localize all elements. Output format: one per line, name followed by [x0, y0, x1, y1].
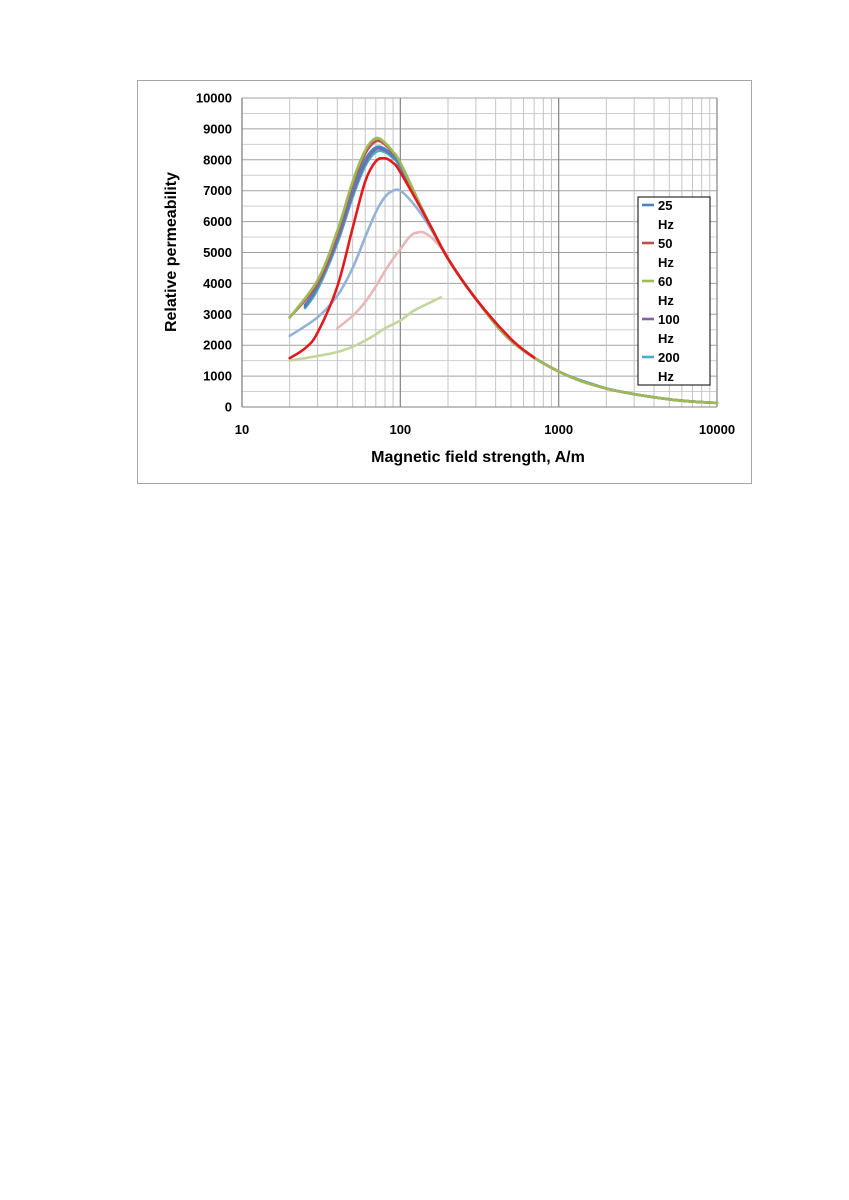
y-tick-label: 2000 [203, 338, 232, 353]
y-tick-label: 8000 [203, 152, 232, 167]
legend-entry-unit: Hz [658, 369, 674, 384]
y-tick-label: 0 [225, 400, 232, 415]
y-axis-label: Relative permeability [163, 172, 180, 332]
y-tick-label: 9000 [203, 121, 232, 136]
series-line-5 [288, 156, 536, 360]
series-line-2 [288, 136, 719, 405]
tick-labels: 0 1000 2000 3000 4000 5000 6000 7000 8000 9000 100… [196, 91, 735, 438]
legend: 25 Hz 50 Hz 60 Hz 100 Hz 200 Hz [637, 196, 711, 386]
legend-entry-value: 25 [658, 198, 672, 213]
chart-frame: 0 1000 2000 3000 4000 5000 6000 7000 8000 9000 100… [137, 80, 752, 484]
legend-entry-value: 100 [658, 312, 680, 327]
series-line-6 [288, 188, 450, 338]
x-tick-label: 10000 [699, 422, 735, 437]
y-tick-label: 6000 [203, 214, 232, 229]
x-tick-label: 1000 [544, 422, 573, 437]
y-tick-label: 3000 [203, 307, 232, 322]
legend-entry-value: 60 [658, 274, 672, 289]
legend-entry-value: 50 [658, 236, 672, 251]
x-axis-label: Magnetic field strength, A/m [371, 449, 585, 466]
legend-entry-unit: Hz [658, 255, 674, 270]
legend-box [637, 196, 711, 386]
legend-entry-value: 200 [658, 350, 680, 365]
series-line-8 [288, 296, 443, 362]
legend-entry-unit: Hz [658, 293, 674, 308]
y-tick-label: 10000 [196, 91, 232, 106]
series-line-7 [336, 230, 450, 330]
x-tick-label: 100 [389, 422, 411, 437]
y-tick-label: 5000 [203, 245, 232, 260]
y-tick-label: 7000 [203, 183, 232, 198]
y-tick-label: 4000 [203, 276, 232, 291]
y-tick-label: 1000 [203, 369, 232, 384]
x-tick-label: 10 [235, 422, 249, 437]
legend-entry-unit: Hz [658, 217, 674, 232]
permeability-chart: 0 1000 2000 3000 4000 5000 6000 7000 8000 9000 100… [163, 91, 735, 467]
legend-entry-unit: Hz [658, 331, 674, 346]
series-lines [288, 136, 719, 405]
